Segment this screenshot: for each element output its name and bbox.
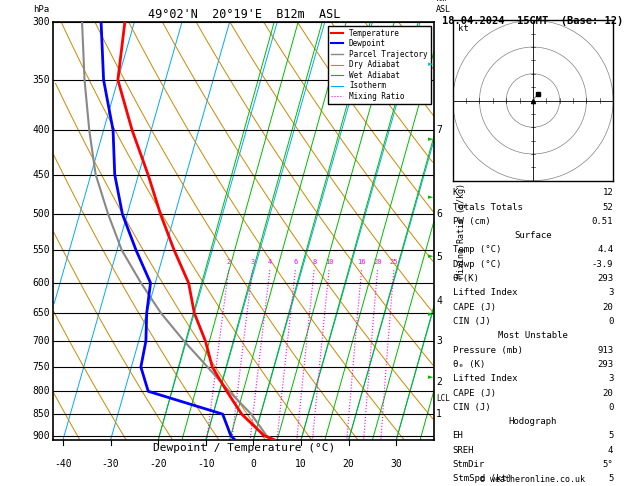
Text: Dewp (°C): Dewp (°C) bbox=[453, 260, 501, 269]
Legend: Temperature, Dewpoint, Parcel Trajectory, Dry Adiabat, Wet Adiabat, Isotherm, Mi: Temperature, Dewpoint, Parcel Trajectory… bbox=[328, 26, 431, 104]
Text: km
ASL: km ASL bbox=[437, 0, 451, 14]
Text: 850: 850 bbox=[32, 409, 50, 419]
Text: ►: ► bbox=[428, 374, 433, 380]
Text: 6: 6 bbox=[437, 209, 442, 219]
Text: 25: 25 bbox=[389, 259, 398, 265]
Text: 350: 350 bbox=[32, 75, 50, 85]
Text: 4: 4 bbox=[437, 296, 442, 306]
Text: CAPE (J): CAPE (J) bbox=[453, 303, 496, 312]
Text: θₑ(K): θₑ(K) bbox=[453, 274, 479, 283]
Text: 650: 650 bbox=[32, 308, 50, 318]
Text: 12: 12 bbox=[603, 188, 613, 197]
Text: 5°: 5° bbox=[603, 460, 613, 469]
Text: 10: 10 bbox=[325, 259, 333, 265]
Text: 600: 600 bbox=[32, 278, 50, 288]
Text: 3: 3 bbox=[608, 288, 613, 297]
Text: CAPE (J): CAPE (J) bbox=[453, 388, 496, 398]
Text: ►: ► bbox=[428, 61, 433, 67]
Text: ►: ► bbox=[428, 312, 433, 317]
Text: 5: 5 bbox=[608, 432, 613, 440]
Text: 300: 300 bbox=[32, 17, 50, 27]
Text: 6: 6 bbox=[293, 259, 298, 265]
Text: -10: -10 bbox=[197, 459, 214, 469]
Text: 20: 20 bbox=[603, 303, 613, 312]
Text: 1: 1 bbox=[437, 409, 442, 419]
Text: 550: 550 bbox=[32, 245, 50, 255]
Text: CIN (J): CIN (J) bbox=[453, 403, 490, 412]
Text: hPa: hPa bbox=[33, 4, 50, 14]
Text: 0: 0 bbox=[608, 403, 613, 412]
Text: 800: 800 bbox=[32, 386, 50, 396]
Text: -20: -20 bbox=[150, 459, 167, 469]
Text: CIN (J): CIN (J) bbox=[453, 317, 490, 326]
Text: 3: 3 bbox=[250, 259, 255, 265]
Text: 8: 8 bbox=[312, 259, 316, 265]
Text: Most Unstable: Most Unstable bbox=[498, 331, 568, 340]
Text: 913: 913 bbox=[597, 346, 613, 355]
Text: ►: ► bbox=[428, 253, 433, 259]
Text: 3: 3 bbox=[437, 336, 442, 346]
Text: Temp (°C): Temp (°C) bbox=[453, 245, 501, 255]
Text: Hodograph: Hodograph bbox=[509, 417, 557, 426]
Text: 4: 4 bbox=[268, 259, 272, 265]
Text: 400: 400 bbox=[32, 125, 50, 135]
Text: 10: 10 bbox=[295, 459, 307, 469]
Text: LCL: LCL bbox=[437, 394, 450, 403]
Text: 0: 0 bbox=[608, 317, 613, 326]
Text: 4: 4 bbox=[608, 446, 613, 455]
Text: 4.4: 4.4 bbox=[597, 245, 613, 255]
Text: 5: 5 bbox=[437, 252, 442, 262]
Text: 500: 500 bbox=[32, 209, 50, 219]
Text: Surface: Surface bbox=[514, 231, 552, 240]
Text: 2: 2 bbox=[437, 377, 442, 387]
Text: StmDir: StmDir bbox=[453, 460, 485, 469]
Text: 0: 0 bbox=[250, 459, 257, 469]
Text: Pressure (mb): Pressure (mb) bbox=[453, 346, 523, 355]
Text: 450: 450 bbox=[32, 170, 50, 180]
Text: ►: ► bbox=[428, 194, 433, 200]
Text: θₑ (K): θₑ (K) bbox=[453, 360, 485, 369]
Text: 700: 700 bbox=[32, 336, 50, 346]
Text: 20: 20 bbox=[603, 388, 613, 398]
Text: PW (cm): PW (cm) bbox=[453, 217, 490, 226]
Text: © weatheronline.co.uk: © weatheronline.co.uk bbox=[481, 474, 586, 484]
Text: 30: 30 bbox=[391, 459, 402, 469]
Text: 5: 5 bbox=[608, 474, 613, 484]
Text: 7: 7 bbox=[437, 125, 442, 135]
Text: 293: 293 bbox=[597, 360, 613, 369]
Text: K: K bbox=[453, 188, 458, 197]
Text: 16: 16 bbox=[357, 259, 366, 265]
Text: Lifted Index: Lifted Index bbox=[453, 374, 517, 383]
Text: -3.9: -3.9 bbox=[592, 260, 613, 269]
X-axis label: Dewpoint / Temperature (°C): Dewpoint / Temperature (°C) bbox=[153, 443, 335, 452]
Text: -40: -40 bbox=[54, 459, 72, 469]
Text: EH: EH bbox=[453, 432, 464, 440]
Text: ►: ► bbox=[428, 136, 433, 142]
Text: StmSpd (kt): StmSpd (kt) bbox=[453, 474, 512, 484]
Text: 18.04.2024  15GMT  (Base: 12): 18.04.2024 15GMT (Base: 12) bbox=[442, 16, 623, 26]
Text: kt: kt bbox=[458, 24, 469, 33]
Text: 3: 3 bbox=[608, 374, 613, 383]
Text: 2: 2 bbox=[226, 259, 231, 265]
Text: 900: 900 bbox=[32, 431, 50, 441]
Text: Totals Totals: Totals Totals bbox=[453, 203, 523, 211]
Text: SREH: SREH bbox=[453, 446, 474, 455]
Text: Mixing Ratio (g/kg): Mixing Ratio (g/kg) bbox=[457, 183, 465, 278]
Text: 750: 750 bbox=[32, 362, 50, 372]
Text: 52: 52 bbox=[603, 203, 613, 211]
Text: Lifted Index: Lifted Index bbox=[453, 288, 517, 297]
Text: 20: 20 bbox=[373, 259, 382, 265]
Text: 0.51: 0.51 bbox=[592, 217, 613, 226]
Text: -30: -30 bbox=[102, 459, 120, 469]
Text: 293: 293 bbox=[597, 274, 613, 283]
Title: 49°02'N  20°19'E  B12m  ASL: 49°02'N 20°19'E B12m ASL bbox=[148, 8, 340, 21]
Text: 20: 20 bbox=[343, 459, 355, 469]
